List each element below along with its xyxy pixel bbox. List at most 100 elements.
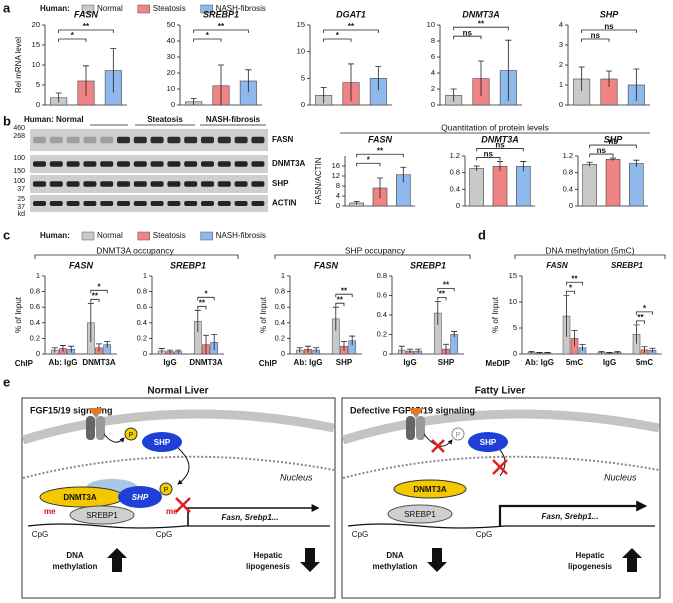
y-tick-label: 0 <box>36 100 40 109</box>
cpg: CpG <box>32 530 48 539</box>
chart-title: DGAT1 <box>336 9 366 19</box>
significance-bracket <box>197 296 215 301</box>
phospho <box>451 427 465 441</box>
error-bar <box>398 345 405 354</box>
srebp1-label: SREBP1 <box>404 510 436 519</box>
chart-title: SHP <box>600 9 620 19</box>
blot-strip <box>30 175 268 193</box>
arrow <box>103 433 125 443</box>
legend-swatch <box>137 4 151 14</box>
blot-band <box>117 161 130 167</box>
blot-strip <box>30 195 268 212</box>
significance-label: * <box>204 289 208 298</box>
blot-band <box>49 136 63 144</box>
panel-label: e <box>3 374 10 389</box>
significance-label: ** <box>348 22 355 31</box>
blot-marker: 100 <box>13 155 25 162</box>
error-bar <box>211 334 218 351</box>
y-tick-label: 0 <box>383 349 387 358</box>
y-tick-label: 0 <box>456 201 460 210</box>
receptor <box>96 416 105 440</box>
x-tick-label: DNMT3A <box>189 358 223 367</box>
y-tick-label: 1 <box>559 80 563 89</box>
significance-bracket <box>636 311 653 315</box>
blot-band-label: FASN <box>272 135 294 144</box>
error-bar <box>641 346 648 353</box>
significance-label: * <box>336 31 340 40</box>
error-bar <box>218 64 224 105</box>
y-tick-label: 1 <box>36 271 40 280</box>
y-tick-label: 0.8 <box>275 287 285 296</box>
y-tick-label: 6 <box>431 52 435 61</box>
phospho <box>124 427 138 441</box>
y-tick-label: 0 <box>171 100 175 109</box>
shp <box>468 432 508 452</box>
blot-band <box>184 200 198 207</box>
x-tick-label: SHP <box>438 358 455 367</box>
blot-band <box>133 136 147 144</box>
error-bar <box>610 157 616 161</box>
blot-strip <box>30 129 268 151</box>
blot-band <box>66 136 80 144</box>
significance-bracket <box>589 144 637 149</box>
significance-bracket <box>356 162 381 167</box>
receptor <box>416 416 425 440</box>
y-tick-label: 0 <box>431 100 435 109</box>
significance-bracket <box>193 29 249 33</box>
blot-marker: 37 <box>17 186 25 193</box>
error-bar <box>633 324 640 344</box>
row-label: ChIP <box>259 359 278 368</box>
blot-band <box>167 181 181 187</box>
y-tick-label: 8 <box>431 36 435 45</box>
error-bar <box>400 166 407 183</box>
error-bar <box>96 343 102 352</box>
error-bar <box>51 347 58 353</box>
y-tick-label: 30 <box>167 52 175 61</box>
y-tick-label: 4 <box>431 68 435 77</box>
y-tick-label: 1.2 <box>563 151 573 160</box>
chart-title: SREBP1 <box>203 9 239 19</box>
error-bar <box>598 351 605 354</box>
blot-band <box>66 200 80 207</box>
blot-band <box>83 161 97 167</box>
significance-label: ns <box>597 146 607 155</box>
phospho-label: P <box>129 432 134 439</box>
blot-band-label: SHP <box>272 179 289 188</box>
blot-band <box>150 161 164 167</box>
blot-band <box>117 200 130 207</box>
panel-label: a <box>3 0 11 15</box>
significance-bracket <box>356 153 404 158</box>
row-label: ChIP <box>15 359 34 368</box>
y-axis-label: FASN/ACTIN <box>314 157 323 204</box>
blot-band <box>234 136 248 144</box>
y-tick-label: 10 <box>297 47 305 56</box>
y-tick-label: 1.2 <box>450 151 460 160</box>
legend-swatch <box>200 4 213 14</box>
y-tick-label: 1 <box>281 271 285 280</box>
legend-label: NASH-fibrosis <box>216 231 266 240</box>
significance-label: * <box>367 155 371 164</box>
blot-band <box>251 161 265 167</box>
blot-band <box>33 136 46 144</box>
section-heading: SHP occupancy <box>345 245 406 255</box>
blot-band <box>83 181 97 187</box>
significance-label: ns <box>604 22 614 31</box>
blot-band <box>251 181 265 187</box>
chart-title: DNMT3A <box>481 134 519 144</box>
significance-bracket <box>58 38 87 42</box>
y-tick-label: 5 <box>36 80 40 89</box>
blot-marker: 460 <box>13 125 25 132</box>
y-tick-label: 0 <box>301 100 305 109</box>
y-tick-label: 15 <box>297 20 305 29</box>
significance-bracket <box>90 298 100 303</box>
y-tick-label: 5 <box>301 73 305 82</box>
blot-band <box>133 200 147 207</box>
significance-bracket <box>581 29 637 33</box>
y-tick-label: 4 <box>336 191 340 200</box>
error-bar <box>473 165 480 171</box>
significance-label: ns <box>591 31 601 40</box>
legend-title: Human: <box>40 231 70 240</box>
significance-label: ns <box>495 141 505 150</box>
y-tick-label: 0 <box>281 349 285 358</box>
